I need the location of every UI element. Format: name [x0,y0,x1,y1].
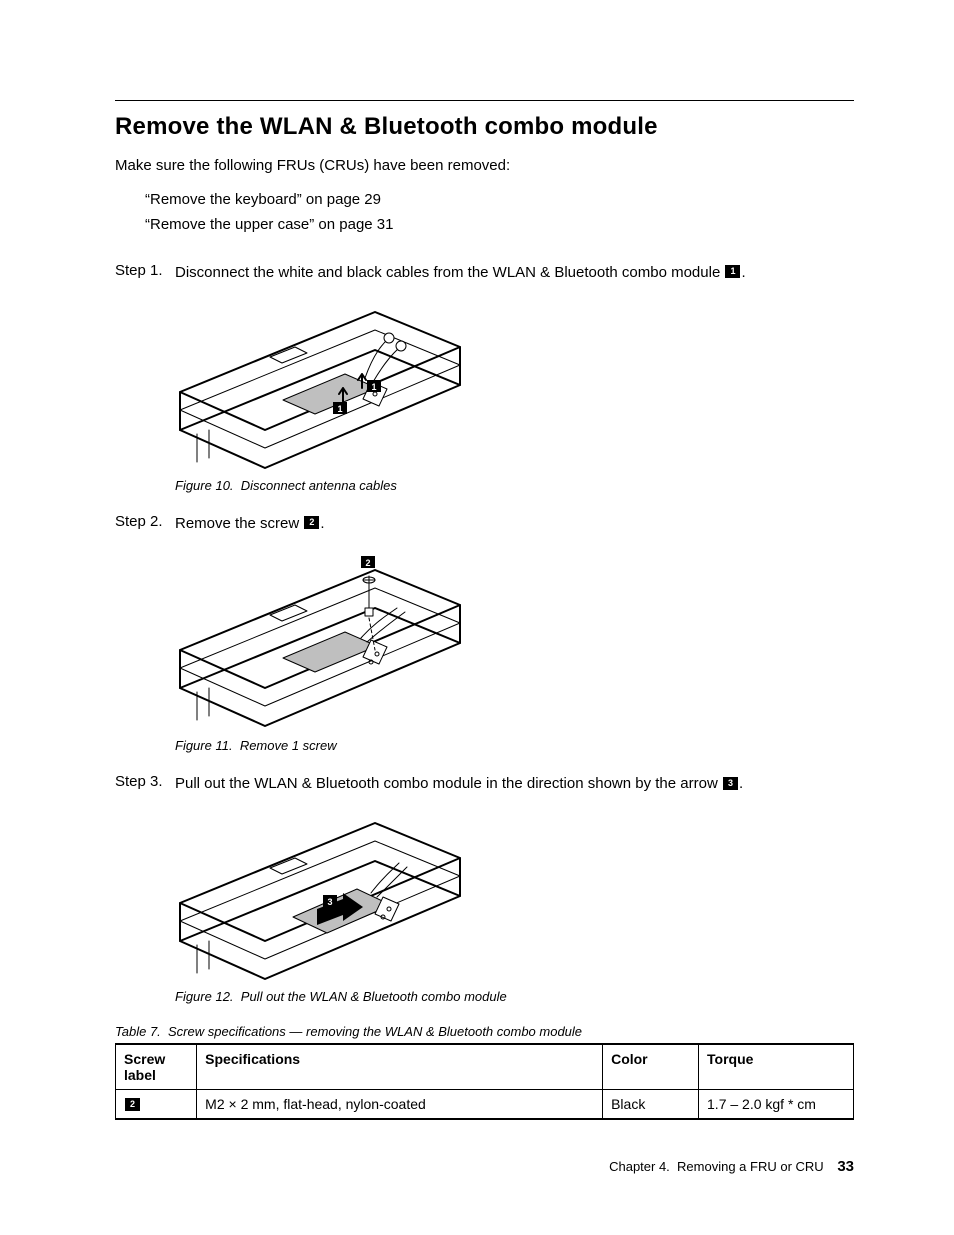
cell-torque: 1.7 – 2.0 kgf * cm [699,1090,854,1120]
step-1: Step 1. Disconnect the white and black c… [115,262,854,284]
figure-10-caption: Figure 10. Disconnect antenna cables [175,478,854,493]
table-num: Table 7. [115,1024,161,1039]
step-text-before: Disconnect the white and black cables fr… [175,264,724,281]
svg-text:3: 3 [327,897,332,907]
prereq-item: “Remove the keyboard” on page 29 [145,187,854,213]
step-text-after: . [739,775,743,792]
cell-screw-label: 2 [116,1090,197,1120]
step-text-after: . [320,515,324,532]
col-color: Color [603,1044,699,1090]
callout-badge: 2 [125,1098,140,1111]
step-label: Step 1. [115,262,175,279]
step-text-before: Pull out the WLAN & Bluetooth combo modu… [175,775,722,792]
step-text: Remove the screw 2. [175,513,854,535]
svg-text:1: 1 [371,382,376,392]
callout-badge: 1 [725,265,740,278]
callout-badge: 3 [723,777,738,790]
section-title: Remove the WLAN & Bluetooth combo module [115,113,854,141]
step-2: Step 2. Remove the screw 2. [115,513,854,535]
figure-12-svg: 3 [175,813,465,983]
figure-11-caption: Figure 11. Remove 1 screw [175,738,854,753]
manual-page: Remove the WLAN & Bluetooth combo module… [0,0,954,1235]
table-7-caption: Table 7. Screw specifications — removing… [115,1024,854,1039]
step-text-before: Remove the screw [175,515,303,532]
prereq-list: “Remove the keyboard” on page 29 “Remove… [115,187,854,238]
top-rule [115,100,854,101]
figure-caption-text: Disconnect antenna cables [241,478,397,493]
intro-text: Make sure the following FRUs (CRUs) have… [115,155,854,177]
col-screw-label: Screw label [116,1044,197,1090]
prereq-item: “Remove the upper case” on page 31 [145,212,854,238]
step-3: Step 3. Pull out the WLAN & Bluetooth co… [115,773,854,795]
table-caption-text: Screw specifications — removing the WLAN… [168,1024,582,1039]
step-label: Step 2. [115,513,175,530]
figure-11-svg: 2 [175,552,465,732]
figure-12-caption: Figure 12. Pull out the WLAN & Bluetooth… [175,989,854,1004]
footer-title: Removing a FRU or CRU [677,1159,824,1174]
figure-caption-text: Pull out the WLAN & Bluetooth combo modu… [241,989,507,1004]
figure-10: 1 1 Figure 10. Disconnect antenna cables [175,302,854,493]
cell-spec: M2 × 2 mm, flat-head, nylon-coated [197,1090,603,1120]
footer-chapter: Chapter 4. [609,1159,670,1174]
page-footer: Chapter 4. Removing a FRU or CRU 33 [609,1158,854,1175]
figure-num: Figure 10. [175,478,234,493]
screw-spec-table: Screw label Specifications Color Torque … [115,1043,854,1120]
figure-num: Figure 11. [175,738,233,753]
step-text: Disconnect the white and black cables fr… [175,262,854,284]
table-row: 2 M2 × 2 mm, flat-head, nylon-coated Bla… [116,1090,854,1120]
figure-num: Figure 12. [175,989,234,1004]
svg-text:1: 1 [337,404,342,414]
step-text: Pull out the WLAN & Bluetooth combo modu… [175,773,854,795]
callout-badge: 2 [304,516,319,529]
step-label: Step 3. [115,773,175,790]
col-specifications: Specifications [197,1044,603,1090]
cell-color: Black [603,1090,699,1120]
figure-10-svg: 1 1 [175,302,465,472]
figure-11: 2 Figure 11. Remove 1 screw [175,552,854,753]
figure-caption-text: Remove 1 screw [240,738,337,753]
svg-text:2: 2 [365,558,370,568]
table-header-row: Screw label Specifications Color Torque [116,1044,854,1090]
footer-page-number: 33 [837,1158,854,1175]
figure-12: 3 Figure 12. Pull out the WLAN & Bluetoo… [175,813,854,1004]
step-text-after: . [741,264,745,281]
col-torque: Torque [699,1044,854,1090]
